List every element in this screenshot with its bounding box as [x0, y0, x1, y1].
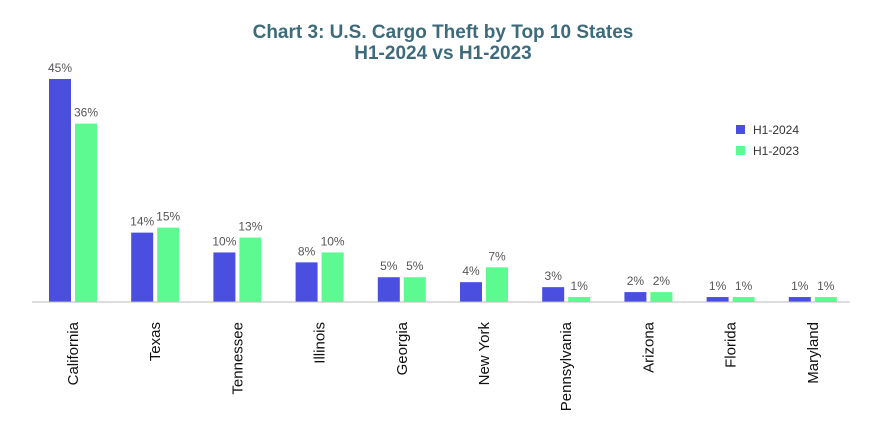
bar-arizona-h1-2023 [650, 292, 673, 302]
value-label-california-h1-2024: 45% [48, 61, 72, 75]
value-label-texas-h1-2023: 15% [156, 210, 180, 224]
bar-maryland-h1-2024 [788, 297, 811, 302]
category-label-georgia: Georgia [394, 321, 411, 375]
category-label-new-york: New York [476, 322, 493, 386]
bar-florida-h1-2024 [706, 297, 729, 302]
value-label-new-york-h1-2023: 7% [488, 249, 506, 263]
value-label-maryland-h1-2023: 1% [817, 279, 835, 293]
value-label-georgia-h1-2024: 5% [380, 259, 398, 273]
value-label-california-h1-2023: 36% [74, 106, 98, 120]
value-labels-group: 45%36%14% 15%10%13%8%10%5% 5% 4%7%3%1% 2% 2% 1… [48, 61, 835, 293]
legend-swatch-h1-2024 [736, 125, 745, 134]
category-label-pennsylvania: Pennsylvania [558, 321, 575, 411]
legend: H1-2024 H1-2023 [736, 123, 799, 158]
bar-tennessee-h1-2023 [239, 237, 262, 302]
value-label-arizona-h1-2023: 2% [653, 274, 671, 288]
category-label-illinois: Illinois [312, 322, 329, 364]
value-label-florida-h1-2024: 1% [709, 279, 727, 293]
value-label-pennsylvania-h1-2024: 3% [545, 269, 563, 283]
bar-new-york-h1-2024 [460, 282, 482, 302]
bar-arizona-h1-2024 [624, 292, 647, 302]
category-label-texas: Texas [147, 322, 164, 361]
bar-tennessee-h1-2024 [213, 252, 236, 302]
value-label-maryland-h1-2024: 1% [791, 279, 809, 293]
bar-texas-h1-2023 [157, 227, 180, 302]
category-label-tennessee: Tennessee [229, 322, 246, 395]
bar-florida-h1-2023 [732, 297, 755, 302]
bar-georgia-h1-2023 [403, 277, 426, 302]
bar-california-h1-2023 [75, 123, 97, 302]
legend-label-h1-2023: H1-2023 [753, 144, 799, 158]
value-label-arizona-h1-2024: 2% [627, 274, 645, 288]
bar-new-york-h1-2023 [486, 267, 508, 302]
category-label-arizona: Arizona [640, 321, 657, 373]
bar-maryland-h1-2023 [814, 297, 837, 302]
bar-texas-h1-2024 [131, 232, 154, 302]
bars-group [49, 79, 837, 302]
bar-georgia-h1-2024 [377, 277, 400, 302]
value-label-georgia-h1-2023: 5% [406, 259, 424, 273]
category-label-florida: Florida [723, 321, 740, 368]
chart-title-line1: Chart 3: U.S. Cargo Theft by Top 10 Stat… [253, 22, 634, 43]
category-label-maryland: Maryland [805, 322, 822, 384]
value-label-illinois-h1-2023: 10% [321, 234, 345, 248]
legend-swatch-h1-2023 [736, 146, 745, 155]
value-label-illinois-h1-2024: 8% [298, 244, 316, 258]
bar-illinois-h1-2024 [295, 262, 318, 302]
value-label-new-york-h1-2024: 4% [462, 264, 480, 278]
bar-pennsylvania-h1-2024 [542, 287, 565, 302]
value-label-texas-h1-2024: 14% [130, 215, 154, 229]
bar-illinois-h1-2023 [321, 252, 344, 302]
bar-pennsylvania-h1-2023 [568, 297, 591, 302]
bar-california-h1-2024 [49, 79, 71, 302]
value-label-florida-h1-2023: 1% [735, 279, 753, 293]
value-label-tennessee-h1-2024: 10% [212, 234, 236, 248]
value-label-pennsylvania-h1-2023: 1% [571, 279, 589, 293]
category-labels-group: California Texas Tennessee Illinois Georgia N… [65, 321, 822, 411]
legend-label-h1-2024: H1-2024 [753, 123, 799, 137]
chart-title-line2: H1-2024 vs H1-2023 [354, 43, 531, 64]
value-label-tennessee-h1-2023: 13% [238, 220, 262, 234]
category-label-california: California [65, 321, 82, 385]
